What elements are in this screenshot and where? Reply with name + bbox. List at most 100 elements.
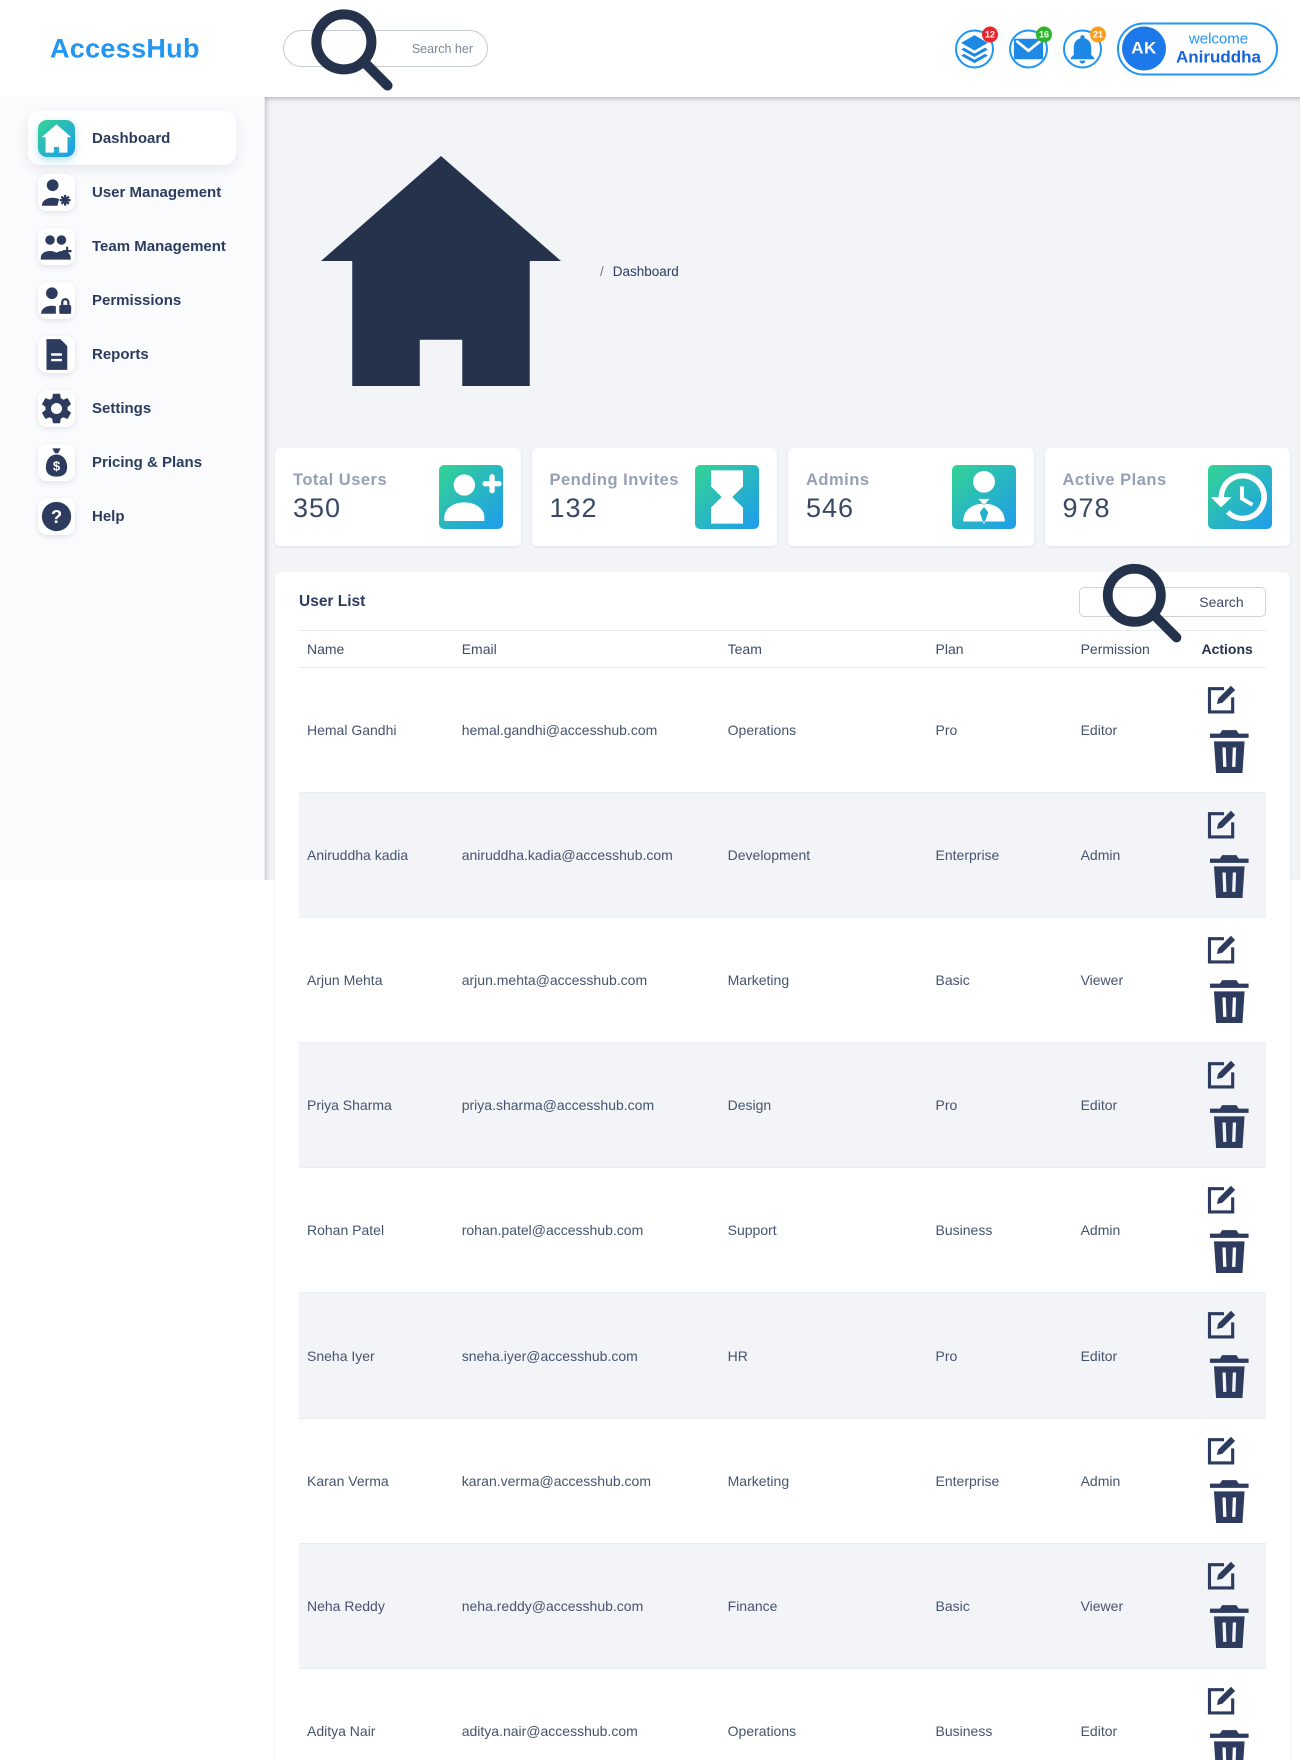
stat-text: Total Users 350 xyxy=(293,471,387,524)
cell-email: hemal.gandhi@accesshub.com xyxy=(453,667,720,794)
top-bar: AccessHub 12 16 21 xyxy=(0,0,1300,97)
stat-value: 978 xyxy=(1062,492,1111,523)
delete-button[interactable] xyxy=(1201,1098,1258,1155)
edit-button[interactable] xyxy=(1201,1554,1243,1596)
cell-name: Karan Verma xyxy=(299,1418,454,1544)
breadcrumb: / Dashboard xyxy=(291,121,1300,421)
sidebar-item-reports[interactable]: Reports xyxy=(28,327,236,381)
sidebar-icon-tile xyxy=(38,119,75,157)
delete-button[interactable] xyxy=(1201,1723,1258,1760)
edit-button[interactable] xyxy=(1201,678,1243,720)
sidebar-item-dashboard[interactable]: Dashboard xyxy=(28,111,236,165)
edit-button[interactable] xyxy=(1201,928,1243,970)
sidebar-icon-tile xyxy=(38,389,75,427)
sidebar-icon-tile: $ xyxy=(38,443,75,481)
sidebar-item-user-management[interactable]: User Management xyxy=(28,165,236,219)
trash-icon xyxy=(1201,973,1258,1030)
edit-button[interactable] xyxy=(1201,803,1243,845)
breadcrumb-separator: / xyxy=(600,263,604,279)
user-list-panel: User List Name Email Team xyxy=(275,564,1290,1760)
sidebar-item-pricing-plans[interactable]: $ Pricing & Plans xyxy=(28,435,236,489)
notification-badge: 21 xyxy=(1089,26,1106,42)
sidebar-icon-tile xyxy=(38,227,75,265)
cell-email: rohan.patel@accesshub.com xyxy=(453,1167,720,1294)
global-search[interactable] xyxy=(283,9,488,91)
stat-label: Pending Invites xyxy=(549,470,679,489)
sidebar-item-label: Permissions xyxy=(92,291,182,309)
notification-layers[interactable]: 12 xyxy=(955,26,998,68)
delete-button[interactable] xyxy=(1201,1598,1258,1655)
avatar: AK xyxy=(1122,26,1166,71)
table-row-sneha-iyer: Sneha Iyer sneha.iyer@accesshub.com HR P… xyxy=(299,1292,1266,1419)
topbar-actions: 12 16 21 AK welcome Aniruddha xyxy=(955,22,1278,75)
delete-button[interactable] xyxy=(1201,1473,1258,1530)
cell-name: Arjun Mehta xyxy=(299,917,454,1044)
notification-messages[interactable]: 16 xyxy=(1009,26,1052,68)
delete-button[interactable] xyxy=(1201,848,1258,905)
cell-team: Finance xyxy=(719,1543,928,1669)
cell-plan: Basic xyxy=(927,917,1073,1044)
username-label: Aniruddha xyxy=(1176,47,1261,67)
notification-icon xyxy=(957,31,992,66)
cell-name: Aniruddha kadia xyxy=(299,792,454,919)
stat-icon-tile xyxy=(951,465,1016,529)
cell-plan: Enterprise xyxy=(927,1418,1073,1544)
sidebar-item-label: User Management xyxy=(92,183,222,201)
edit-button[interactable] xyxy=(1201,1303,1243,1345)
sidebar-item-label: Help xyxy=(92,507,125,525)
table-search-input[interactable] xyxy=(1199,594,1255,610)
edit-icon xyxy=(1201,803,1243,845)
sidebar-item-permissions[interactable]: Permissions xyxy=(28,273,236,327)
edit-icon xyxy=(1201,1178,1243,1220)
delete-button[interactable] xyxy=(1201,1223,1258,1280)
svg-text:?: ? xyxy=(51,505,62,526)
stat-label: Total Users xyxy=(293,470,388,489)
table-row-neha-reddy: Neha Reddy neha.reddy@accesshub.com Fina… xyxy=(299,1543,1266,1669)
profile-button[interactable]: AK welcome Aniruddha xyxy=(1117,22,1278,75)
cell-actions xyxy=(1193,1292,1266,1419)
sidebar-icon xyxy=(38,282,75,319)
table-search[interactable] xyxy=(1079,564,1266,643)
cell-plan: Pro xyxy=(927,1292,1073,1419)
trash-icon xyxy=(1201,848,1258,905)
edit-icon xyxy=(1201,1429,1243,1471)
notification-badge: 16 xyxy=(1035,26,1052,42)
edit-button[interactable] xyxy=(1201,1178,1243,1220)
notification-badge: 12 xyxy=(981,26,998,42)
cell-actions xyxy=(1193,1543,1266,1669)
edit-button[interactable] xyxy=(1201,1679,1243,1721)
delete-button[interactable] xyxy=(1201,973,1258,1030)
sidebar-item-label: Pricing & Plans xyxy=(92,453,203,471)
cell-email: arjun.mehta@accesshub.com xyxy=(453,917,720,1044)
sidebar-icon: $ xyxy=(38,444,75,481)
delete-button[interactable] xyxy=(1201,1348,1258,1405)
edit-icon xyxy=(1201,1303,1243,1345)
stat-value: 132 xyxy=(549,492,598,523)
stat-icon-tile xyxy=(695,465,759,529)
main-content: / Dashboard Total Users 350 Pending Invi… xyxy=(265,97,1300,1760)
edit-button[interactable] xyxy=(1201,1053,1243,1095)
sidebar-icon xyxy=(38,336,75,373)
cell-team: Development xyxy=(719,792,928,919)
trash-icon xyxy=(1201,1723,1258,1760)
notification-icon xyxy=(1065,31,1100,66)
cell-actions xyxy=(1193,667,1266,794)
notification-alerts[interactable]: 21 xyxy=(1063,26,1106,68)
trash-icon xyxy=(1201,1473,1258,1530)
cell-actions xyxy=(1193,1418,1266,1544)
table-row-karan-verma: Karan Verma karan.verma@accesshub.com Ma… xyxy=(299,1418,1266,1544)
cell-permission: Editor xyxy=(1072,1668,1194,1760)
delete-button[interactable] xyxy=(1201,723,1258,780)
cell-team: Marketing xyxy=(719,1418,928,1544)
sidebar-item-team-management[interactable]: Team Management xyxy=(28,219,236,273)
stat-icon xyxy=(695,465,759,529)
edit-button[interactable] xyxy=(1201,1429,1243,1471)
trash-icon xyxy=(1201,1098,1258,1155)
cell-team: Design xyxy=(719,1042,928,1169)
edit-icon xyxy=(1201,1554,1243,1596)
sidebar-item-help[interactable]: ? Help xyxy=(28,489,236,543)
sidebar-item-settings[interactable]: Settings xyxy=(28,381,236,435)
panel-title: User List xyxy=(299,593,366,610)
home-icon[interactable] xyxy=(291,121,591,421)
global-search-input[interactable] xyxy=(411,41,473,56)
